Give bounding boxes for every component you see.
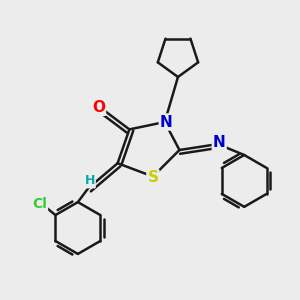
Text: S: S [147, 170, 158, 185]
Text: Cl: Cl [32, 197, 47, 212]
Text: H: H [85, 174, 95, 188]
Text: N: N [213, 135, 226, 150]
Text: N: N [160, 115, 172, 130]
Text: O: O [92, 100, 105, 115]
